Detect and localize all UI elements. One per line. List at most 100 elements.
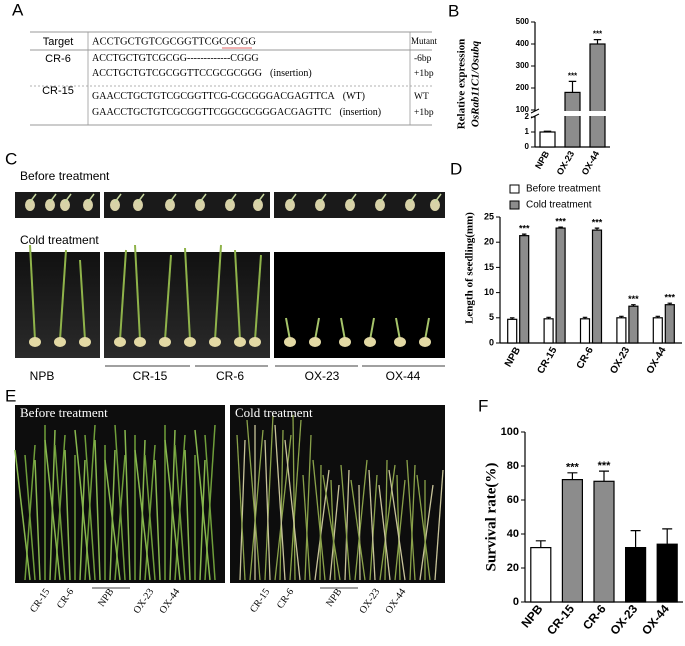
plant <box>314 469 330 581</box>
bar <box>664 304 675 344</box>
plant <box>292 414 296 581</box>
plant <box>169 193 177 203</box>
note: (insertion) <box>339 107 381 118</box>
plant <box>254 254 262 341</box>
plant <box>358 484 361 581</box>
error-bar <box>558 226 563 229</box>
plant <box>104 459 121 581</box>
error-bar <box>567 472 578 480</box>
group-label: OX-23 <box>357 587 382 616</box>
plant <box>257 193 265 203</box>
plant <box>289 419 302 581</box>
bar <box>539 131 556 148</box>
plant <box>87 193 95 203</box>
sequence-line: GAACCTGCTGTCGCGGTTCG-CGCGGGACGAGTTCA (WT) <box>92 91 365 102</box>
error-bar <box>543 130 552 132</box>
seed <box>253 199 263 211</box>
seed <box>430 199 440 211</box>
group-label: CR-15 <box>248 587 272 615</box>
plant <box>419 484 434 581</box>
panel-label: C <box>5 149 17 168</box>
legend-swatch <box>509 184 520 194</box>
plant <box>64 449 71 581</box>
sequence-line: GAACCTGCTGTCGCGGTTCGGCGCGGGACGAGTTC (inse… <box>92 107 381 118</box>
plant <box>44 439 61 581</box>
photo-title: Cold treatment <box>20 233 99 247</box>
plant <box>14 449 31 581</box>
plant <box>369 474 378 581</box>
table-header: Target <box>43 36 74 48</box>
plant <box>199 193 207 203</box>
note: (insertion) <box>270 68 312 79</box>
seed <box>225 199 235 211</box>
photo <box>274 192 445 218</box>
y-tick-label: 200 <box>516 83 530 92</box>
error-bar <box>582 316 588 319</box>
plant <box>406 459 416 581</box>
y-tick-label: 500 <box>516 17 530 26</box>
x-tick-label: CR-15 <box>536 345 560 376</box>
significance: *** <box>628 294 639 304</box>
y-tick-label: 10 <box>484 287 494 297</box>
bar <box>579 318 591 344</box>
plant <box>144 454 156 581</box>
seed <box>195 199 205 211</box>
table-header: ACCTGCTGTCGCGGTTCGCGCGG <box>92 36 256 47</box>
plant <box>79 259 86 341</box>
bar <box>530 546 552 603</box>
seed <box>249 337 261 347</box>
axis-break <box>530 111 611 116</box>
plant <box>164 254 172 341</box>
plant <box>264 439 271 581</box>
group-label: NPB <box>30 369 55 383</box>
group-label: NPB <box>96 586 116 609</box>
y-axis-label: OsRab11C1/Osubq <box>470 40 482 127</box>
seed <box>405 199 415 211</box>
plant <box>289 193 297 203</box>
bar <box>561 479 584 603</box>
plant <box>49 193 57 203</box>
sequence-line: ACCTGCTGTCGCGGTTCCGCGCGGG (insertion) <box>92 68 312 79</box>
x-tick-label: NPB <box>519 602 546 631</box>
legend-label: Before treatment <box>526 184 601 195</box>
legend-swatch <box>509 200 520 210</box>
y-tick-label: 1 <box>525 127 530 136</box>
x-tick-label: OX-44 <box>580 149 602 177</box>
x-tick-label: OX-23 <box>608 345 632 376</box>
seed <box>133 199 143 211</box>
plant <box>64 193 72 203</box>
plant <box>204 434 216 581</box>
photo <box>274 252 445 358</box>
photo-title: Before treatment <box>20 405 108 420</box>
group-label: NPB <box>324 586 344 609</box>
error-bar <box>594 227 600 231</box>
plant <box>184 449 191 581</box>
bar <box>519 235 530 344</box>
group-label: OX-44 <box>386 369 421 383</box>
x-tick-label: CR-6 <box>575 345 596 371</box>
y-tick-label: 5 <box>489 312 494 322</box>
row-label: CR-15 <box>42 85 74 97</box>
plant <box>434 469 444 581</box>
seed <box>83 199 93 211</box>
seed <box>25 199 35 211</box>
significance: *** <box>598 460 612 472</box>
plant <box>340 464 351 581</box>
table-header: Mutant <box>411 36 437 46</box>
mutation: +1bp <box>414 108 434 118</box>
plant <box>416 474 431 581</box>
plant <box>329 484 340 581</box>
plant <box>274 424 286 581</box>
plant <box>304 434 312 581</box>
significance: *** <box>566 462 580 474</box>
plant <box>134 244 141 341</box>
seed <box>339 337 351 347</box>
plant <box>378 484 391 581</box>
sequence: ACCTGCTGTCGCGG-------------CGGG <box>92 53 259 64</box>
plant <box>274 434 292 581</box>
seed <box>29 337 41 347</box>
plant <box>312 459 326 581</box>
panel-label: A <box>12 0 24 19</box>
x-tick-label: OX-44 <box>639 602 672 638</box>
error-bar <box>662 528 673 545</box>
